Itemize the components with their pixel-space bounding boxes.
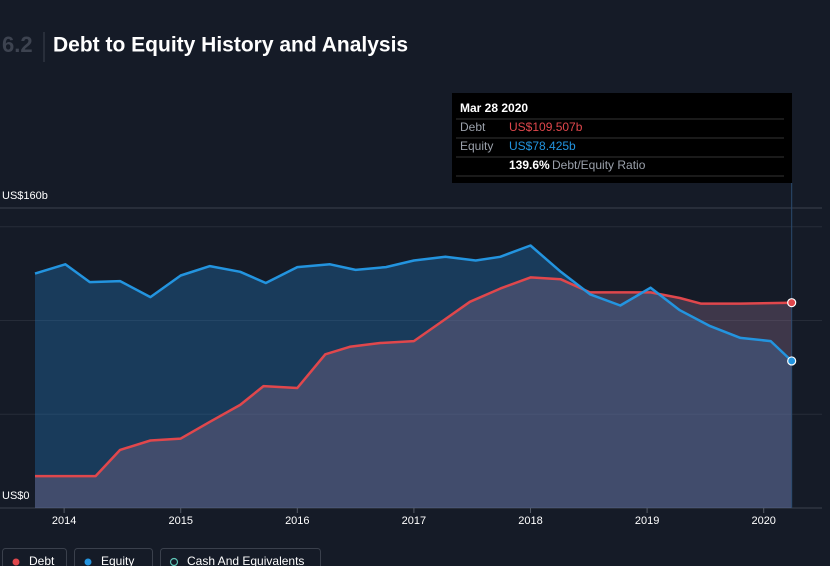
x-tick-label: 2015: [168, 515, 192, 527]
tooltip-label: Debt: [460, 120, 486, 134]
area: [34, 245, 792, 508]
tooltip-value: US$78.425b: [509, 139, 576, 153]
y-tick-label: US$160b: [2, 190, 48, 202]
chart-title: Debt to Equity History and Analysis: [53, 34, 408, 57]
tooltip-date: Mar 28 2020: [460, 101, 528, 115]
legend-swatch: [84, 558, 92, 566]
area: [34, 277, 792, 508]
tooltip-ratio: 139.6%: [509, 158, 550, 172]
plot: US$0 US$160b 2014 2015 2016 2017 2018 2019 2020: [0, 183, 822, 527]
legend: Debt Equity Cash And Equivalents: [2, 548, 321, 566]
end-marker: [787, 356, 797, 366]
x-tick-label: 2020: [751, 515, 775, 527]
x-tick-label: 2017: [402, 515, 426, 527]
legend-label: Debt: [29, 554, 55, 566]
tooltip-ratio-label: Debt/Equity Ratio: [552, 158, 646, 172]
legend-button[interactable]: [160, 548, 321, 566]
y-tick-label: US$0: [2, 490, 30, 502]
legend-label: Equity: [101, 554, 134, 566]
tooltip-value: US$109.507b: [509, 120, 583, 134]
x-tick-label: 2019: [635, 515, 659, 527]
legend-label: Cash And Equivalents: [187, 554, 304, 566]
x-tick-label: 2018: [518, 515, 542, 527]
line: [34, 244, 793, 362]
x-tick-label: 2016: [285, 515, 309, 527]
x-tick-label: 2014: [52, 515, 76, 527]
legend-button[interactable]: [2, 548, 67, 566]
line: [35, 276, 792, 478]
tooltip-label: Equity: [460, 139, 493, 153]
end-marker: [787, 298, 797, 308]
tooltip: Mar 28 2020 Debt US$109.507b Equity US$7…: [452, 93, 792, 183]
legend-swatch: [12, 558, 20, 566]
legend-swatch: [169, 557, 179, 566]
legend-button[interactable]: [74, 548, 153, 566]
section-number: 6.2: [2, 32, 33, 57]
